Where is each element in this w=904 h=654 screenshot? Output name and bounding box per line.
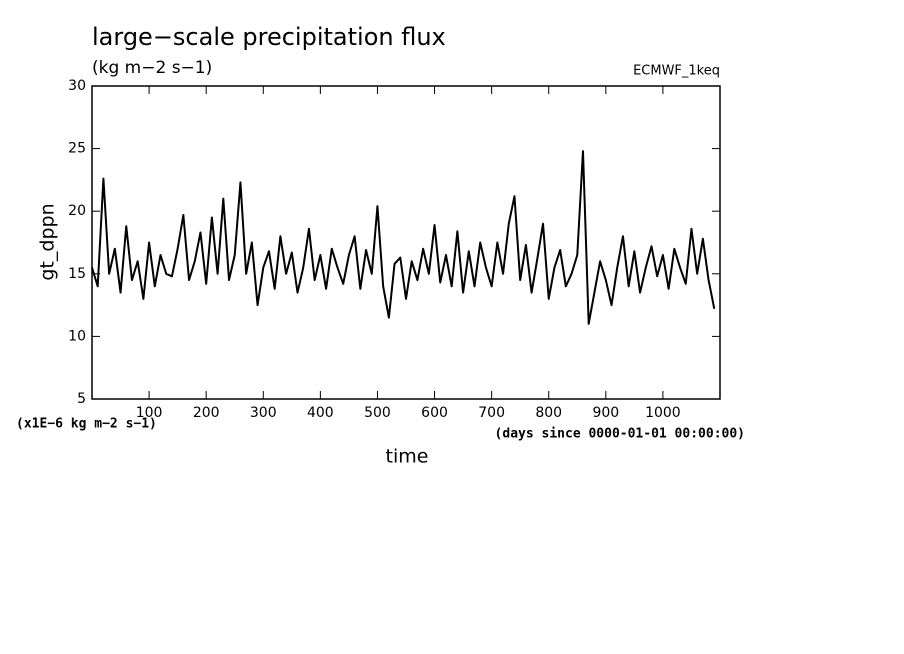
y-tick-label: 20 (68, 203, 86, 219)
y-tick-label: 5 (77, 391, 86, 407)
y-unit-note: (x1E−6 kg m−2 s−1) (16, 417, 157, 432)
y-tick-label: 30 (68, 78, 86, 94)
chart-subtitle: (kg m−2 s−1) (92, 58, 212, 78)
x-tick-label: 800 (535, 405, 562, 421)
x-tick-label: 700 (478, 405, 505, 421)
chart-title: large−scale precipitation flux (92, 23, 446, 51)
x-axis-label: time (386, 446, 429, 468)
x-tick-label: 1000 (645, 405, 681, 421)
x-tick-label: 100 (136, 405, 163, 421)
annotation: ECMWF_1keq (633, 64, 720, 79)
x-tick-label: 500 (364, 405, 391, 421)
x-unit-note: (days since 0000-01-01 00:00:00) (495, 427, 745, 442)
x-tick-label: 900 (592, 405, 619, 421)
y-tick-label: 15 (68, 266, 86, 282)
x-tick-label: 400 (307, 405, 334, 421)
y-tick-label: 10 (68, 328, 86, 344)
y-tick-label: 25 (68, 141, 86, 157)
x-tick-label: 600 (421, 405, 448, 421)
data-line (91, 150, 716, 325)
y-axis-label: gt_dppn (37, 203, 59, 280)
x-tick-label: 300 (250, 405, 277, 421)
plot-frame (91, 85, 721, 400)
x-tick-label: 200 (193, 405, 220, 421)
